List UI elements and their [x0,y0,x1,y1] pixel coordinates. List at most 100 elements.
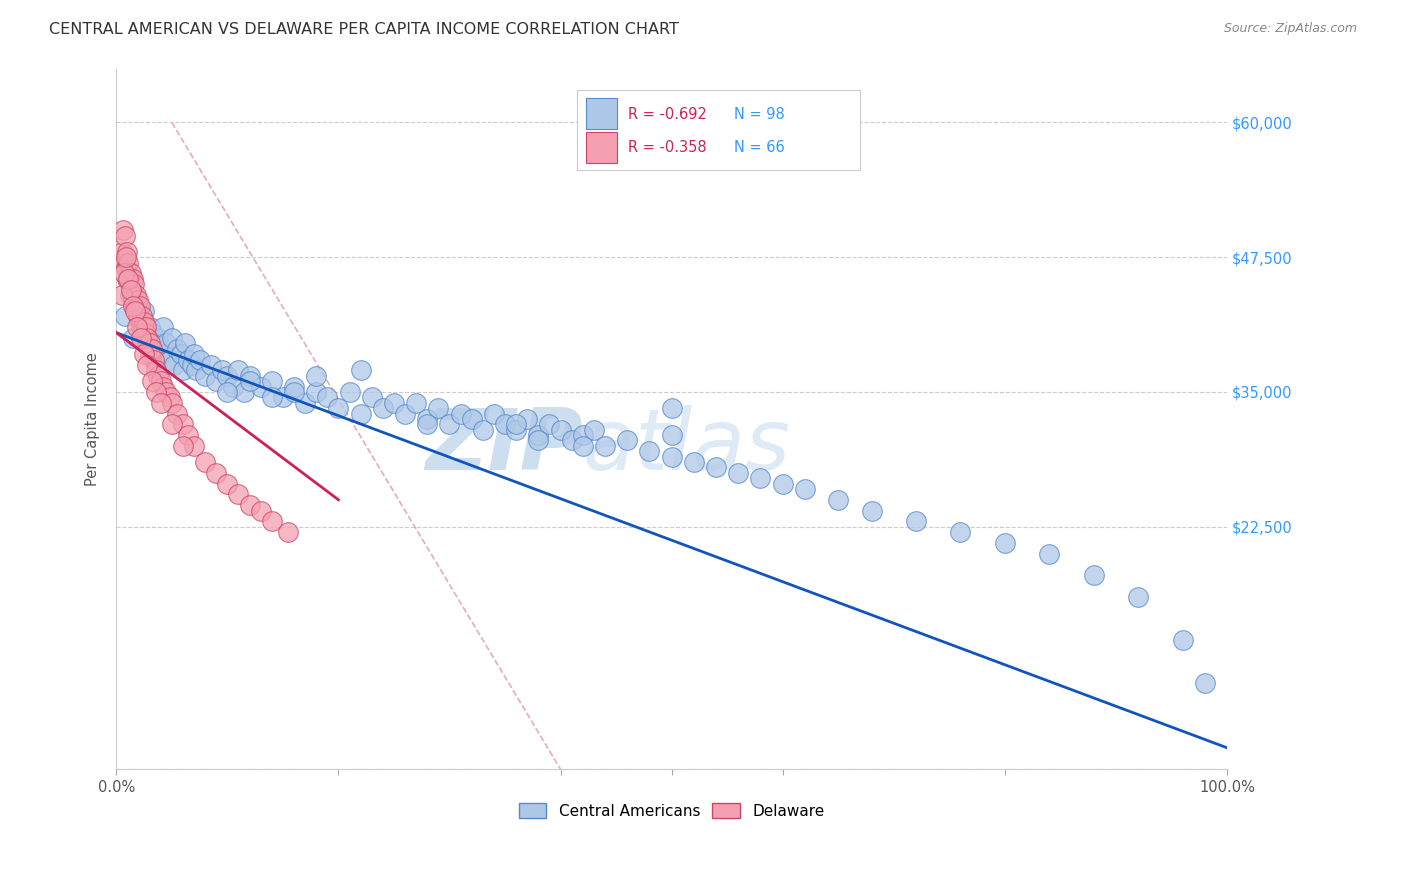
Point [128,299,150,313]
Point [149,396,172,410]
Point [194,455,217,469]
Point [561,434,583,448]
Point [138,320,160,334]
Point [661,401,683,416]
Point [117,244,139,259]
Point [136,331,159,345]
Point [482,407,505,421]
Point [115,260,138,275]
Point [188,352,211,367]
Point [136,336,159,351]
Point [141,326,163,340]
Point [205,374,228,388]
Point [120,266,142,280]
Point [217,384,239,399]
Point [180,358,202,372]
Point [661,450,683,464]
Point [129,315,152,329]
Point [194,368,217,383]
Point [155,336,177,351]
Point [527,428,550,442]
Text: R = -0.358: R = -0.358 [628,140,707,155]
Point [115,250,138,264]
Text: ZIP: ZIP [425,406,582,489]
Point [112,266,135,280]
Point [416,412,439,426]
Point [527,434,550,448]
Point [145,363,167,377]
Point [505,423,527,437]
Point [183,347,205,361]
Point [704,460,727,475]
FancyBboxPatch shape [578,89,860,170]
Point [1038,547,1060,561]
Point [148,331,170,345]
Point [283,379,305,393]
Point [211,363,233,377]
Point [170,347,193,361]
Point [163,358,186,372]
Point [1126,590,1149,604]
Point [172,417,194,432]
Point [1083,568,1105,582]
Point [166,407,188,421]
Point [283,384,305,399]
Point [339,384,361,399]
Point [172,439,194,453]
Point [827,492,849,507]
Point [118,277,141,292]
Point [122,293,145,308]
Point [117,255,139,269]
Point [460,412,482,426]
Point [138,347,160,361]
Bar [586,132,617,163]
Point [305,368,328,383]
Point [166,342,188,356]
Point [593,439,616,453]
Point [439,417,461,432]
Point [571,428,593,442]
Y-axis label: Per Capita Income: Per Capita Income [86,352,100,486]
Point [177,352,200,367]
Point [682,455,704,469]
Point [172,363,194,377]
Point [138,336,160,351]
Legend: Central Americans, Delaware: Central Americans, Delaware [513,797,831,825]
Point [114,310,136,324]
Point [177,428,200,442]
Point [238,368,260,383]
Text: Source: ZipAtlas.com: Source: ZipAtlas.com [1223,22,1357,36]
Point [217,368,239,383]
Point [143,342,166,356]
Point [127,310,149,324]
Text: N = 66: N = 66 [734,140,785,155]
Point [427,401,450,416]
Point [125,288,148,302]
Point [205,466,228,480]
Point [141,374,163,388]
Point [132,304,155,318]
Point [111,223,134,237]
Point [114,228,136,243]
Point [1171,632,1194,647]
Point [143,352,166,367]
Point [160,396,183,410]
Point [134,326,156,340]
Point [749,471,772,485]
Point [121,288,143,302]
Point [200,358,222,372]
Point [571,439,593,453]
Point [159,352,181,367]
Point [183,439,205,453]
Point [112,255,135,269]
Point [129,331,152,345]
Text: R = -0.692: R = -0.692 [628,106,707,121]
Point [316,390,339,404]
Point [328,401,350,416]
Point [260,390,283,404]
Point [949,525,972,540]
Point [405,396,427,410]
Point [174,336,197,351]
Point [117,272,139,286]
Point [141,342,163,356]
